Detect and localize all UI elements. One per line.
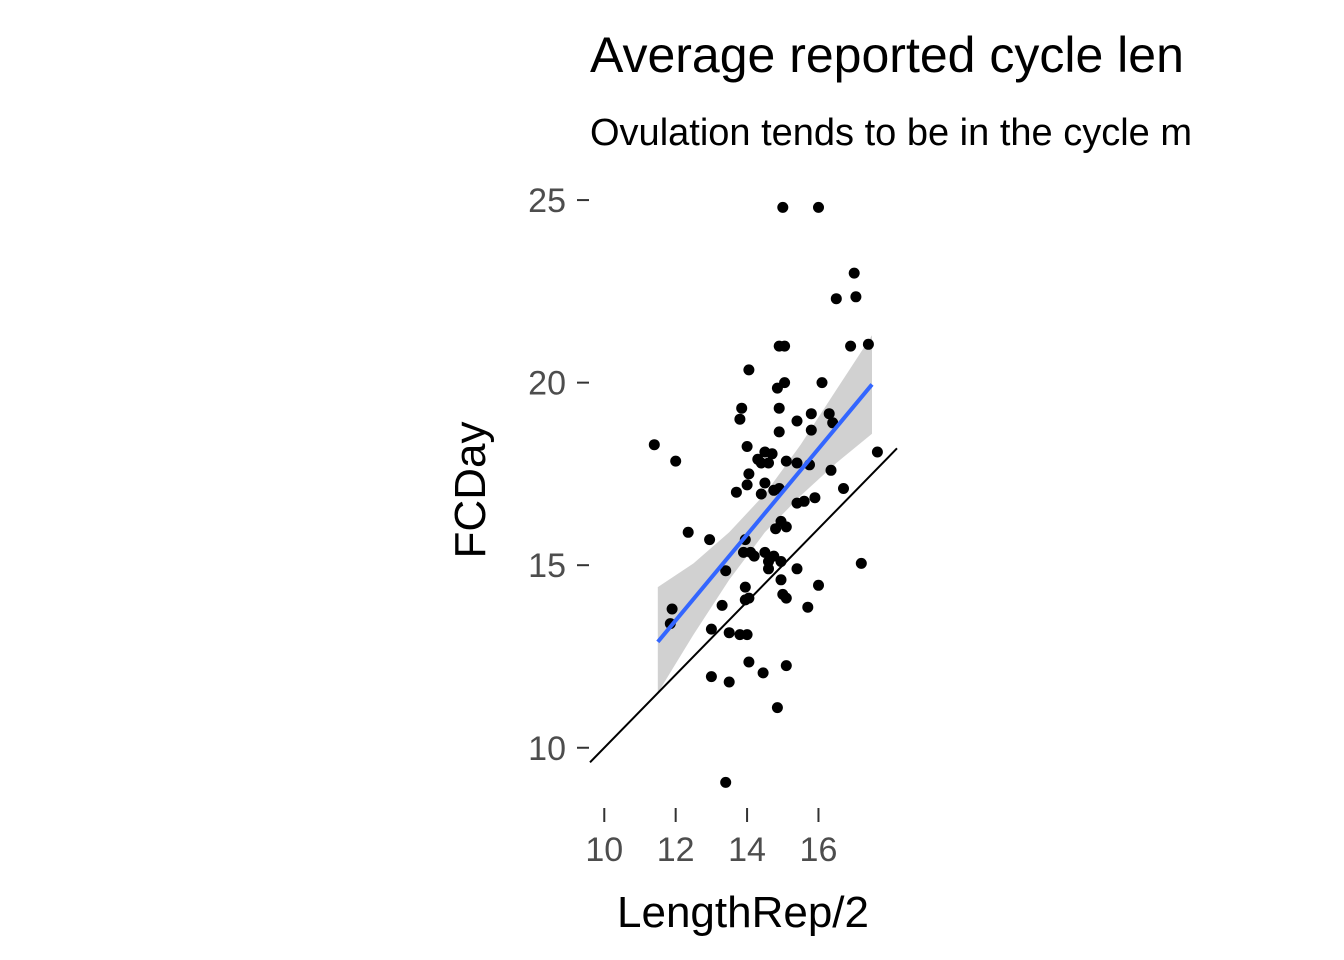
data-point [720,565,732,577]
data-point [759,546,771,558]
fit-line [656,383,874,644]
data-point [716,599,728,611]
data-point [766,448,778,460]
x-axis: 10 12 14 16 [585,808,837,869]
data-point [855,557,867,569]
data-point [775,556,787,567]
data-point [757,667,769,679]
data-point [791,457,803,469]
data-point [648,439,660,451]
data-point [730,486,742,498]
data-point [773,402,785,414]
data-point [670,455,682,467]
data-point [779,377,791,389]
data-point [763,457,774,469]
data-point [723,676,735,688]
data-point [723,627,735,639]
data-point [741,479,753,491]
fit-line-layer [656,383,874,644]
data-point [755,488,767,500]
data-point [771,702,783,714]
data-point [805,424,817,436]
reference-line [589,447,898,764]
data-point [705,671,717,683]
data-point [798,495,810,507]
data-point [743,592,755,604]
data-point [780,521,792,533]
data-points-layer [648,201,883,788]
x-tick-label: 10 [585,831,623,869]
data-point [743,364,755,376]
data-point [780,455,792,467]
data-point [813,579,824,591]
data-point [780,592,792,604]
x-tick-label: 16 [800,831,838,869]
data-point [743,656,755,668]
data-point [805,408,817,420]
data-point [682,526,694,538]
data-point [773,426,785,438]
data-point [704,534,716,546]
y-tick-label: 15 [528,547,566,585]
x-tick-label: 12 [657,831,695,869]
data-point [802,601,814,613]
chart-subtitle: Ovulation tends to be in the cycle m [590,112,1192,154]
reference-line-layer [589,447,898,764]
y-axis: 10 15 20 25 [528,182,589,768]
data-point [825,464,837,476]
y-tick-label: 25 [528,182,566,220]
data-point [743,468,755,480]
data-point [734,413,746,425]
data-point [791,415,803,427]
x-axis-title: LengthRep/2 [617,888,869,937]
y-tick-label: 20 [528,365,566,403]
y-tick-label: 10 [528,730,566,768]
data-point [759,477,771,489]
data-point [666,603,678,615]
data-point [845,340,857,352]
data-point [705,623,717,635]
data-point [816,377,828,389]
data-point [736,402,748,414]
data-point [775,574,787,586]
chart-title: Average reported cycle len [590,27,1184,83]
data-point [741,629,753,641]
data-point [791,563,803,575]
data-point [777,201,789,213]
data-point [813,201,824,213]
y-axis-title: FCDay [446,422,495,559]
data-point [850,291,862,303]
data-point [720,776,732,788]
data-point [780,660,792,672]
data-point [779,340,791,352]
x-tick-label: 14 [728,831,766,869]
data-point [871,446,883,458]
data-point [830,293,842,305]
data-point [838,483,849,494]
data-point [739,581,751,593]
data-point [823,408,835,420]
data-point [763,563,774,575]
data-point [809,492,821,504]
data-point [741,441,753,452]
data-point [862,338,874,350]
data-point [748,550,760,562]
data-point [848,267,860,279]
